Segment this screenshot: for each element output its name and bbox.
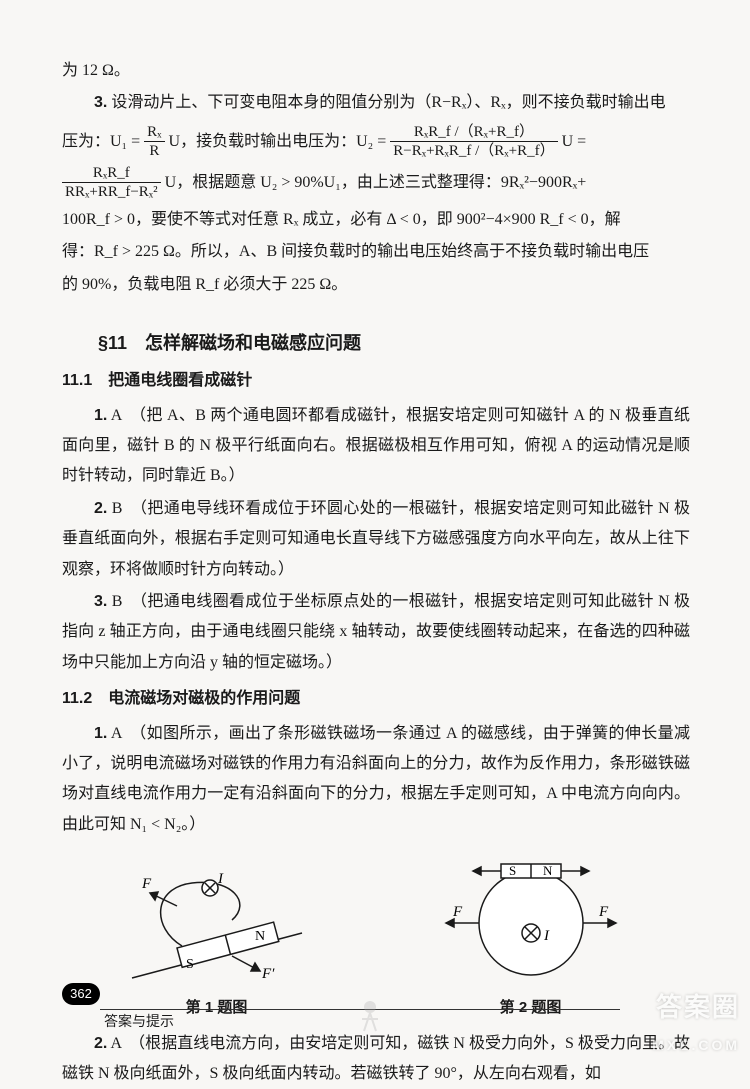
watermark-line1: 答案圈 [652,983,740,1032]
fig1-N: N [255,929,265,944]
s112-q1-text: A （如图所示，画出了条形磁铁磁场一条通过 A 的磁感线，由于弹簧的伸长量减小了… [62,725,690,833]
q3-line2: 压为：U₁ = Rₓ R U，接负载时输出电压为：U₂ = RₓR_f /（Rₓ… [62,121,690,163]
s112-q1: 1. A （如图所示，画出了条形磁铁磁场一条通过 A 的磁感线，由于弹簧的伸长量… [62,719,690,841]
frac3-num: RₓR_f [62,164,161,183]
frac3: RₓR_f RRₓ+RR_f−Rₓ² [62,164,161,203]
q3-line1: 3. 设滑动片上、下可变电阻本身的阻值分别为（R−Rₓ）、Rₓ，则不接负载时输出… [62,88,690,118]
u1post: U，接负载时输出电压为：U₂ = [169,133,391,150]
fig2-N: N [543,863,553,878]
watermark-line2: MXE.COM [652,1032,740,1059]
section-11-2-title: 11.2 电流磁场对磁极的作用问题 [62,684,690,714]
frac3-den: RRₓ+RR_f−Rₓ² [62,183,161,203]
fig1-I: I [217,871,224,887]
page-number-badge: 362 [62,979,100,1009]
s112-q2-text: A （根据直线电流方向，由安培定则可知，磁铁 N 极受力向外，S 极受力向里。故… [62,1035,690,1082]
s111-q2: 2. B （把通电导线环看成位于环圆心处的一根磁针，根据安培定则可知此磁针 N … [62,494,690,585]
q3-lead: 设滑动片上、下可变电阻本身的阻值分别为（R−Rₓ）、Rₓ，则不接负载时输出电 [107,94,665,111]
figure-1-svg: F I N S F′ [122,858,312,988]
s111-q3-text: B （把通电线圈看成位于坐标原点处的一根磁针，根据安培定则可知此磁针 N 极指向… [62,593,690,671]
s111-q1-text: A （把 A、B 两个通电圆环都看成磁针，根据安培定则可知磁针 A 的 N 极垂… [62,407,690,485]
q3-line4: 100R_f > 0，要使不等式对任意 Rₓ 成立，必有 Δ < 0，即 900… [62,205,690,235]
frac3post: U，根据题意 U₂ > 90%U₁，由上述三式整理得：9Rₓ²−900Rₓ+ [165,174,587,191]
s111-q3: 3. B （把通电线圈看成位于坐标原点处的一根磁针，根据安培定则可知此磁针 N … [62,587,690,678]
figure-1: F I N S F′ 第 1 题图 [122,858,312,1023]
section-11-title: §11 怎样解磁场和电磁感应问题 [62,326,690,360]
figure-2-svg: S N F F I [431,858,631,988]
fig1-F: F [141,876,152,892]
fig2-S: S [509,863,516,878]
fig2-F-left: F [452,904,463,920]
frac2-num: RₓR_f /（Rₓ+R_f） [390,123,557,142]
s111-q1: 1. A （把 A、B 两个通电圆环都看成磁针，根据安培定则可知磁针 A 的 N… [62,401,690,492]
q3-num: 3. [94,94,107,111]
s111-q2-text: B （把通电导线环看成位于环圆心处的一根磁针，根据安培定则可知此磁针 N 极垂直… [62,500,690,578]
q3-line6: 的 90%，负载电阻 R_f 必须大于 225 Ω。 [62,270,690,300]
s112-q2: 2. A （根据直线电流方向，由安培定则可知，磁铁 N 极受力向外，S 极受力向… [62,1029,690,1089]
figure-2: S N F F I 第 2 题图 [431,858,631,1023]
u1pre: 压为：U₁ = [62,133,144,150]
footer-text: 答案与提示 [104,1010,174,1037]
fig1-S: S [186,957,194,972]
frac1: Rₓ R [144,123,164,162]
u2post: U = [562,133,587,150]
q3-line3: RₓR_f RRₓ+RR_f−Rₓ² U，根据题意 U₂ > 90%U₁，由上述… [62,164,690,203]
frac1-num: Rₓ [144,123,164,142]
frac2: RₓR_f /（Rₓ+R_f） R−Rₓ+RₓR_f /（Rₓ+R_f） [390,123,557,162]
page-number: 362 [62,983,100,1005]
frac2-den: R−Rₓ+RₓR_f /（Rₓ+R_f） [390,142,557,162]
p0: 为 12 Ω。 [62,56,690,86]
fig2-I: I [543,928,550,944]
fig2-F-right: F [598,904,609,920]
decorative-sprite [350,995,390,1035]
section-11-1-title: 11.1 把通电线圈看成磁针 [62,366,690,396]
fig1-Fp: F′ [261,966,275,982]
frac1-den: R [144,142,164,162]
q3-line5: 得：R_f > 225 Ω。所以，A、B 间接负载时的输出电压始终高于不接负载时… [62,237,690,267]
watermark: 答案圈 MXE.COM [652,983,740,1059]
